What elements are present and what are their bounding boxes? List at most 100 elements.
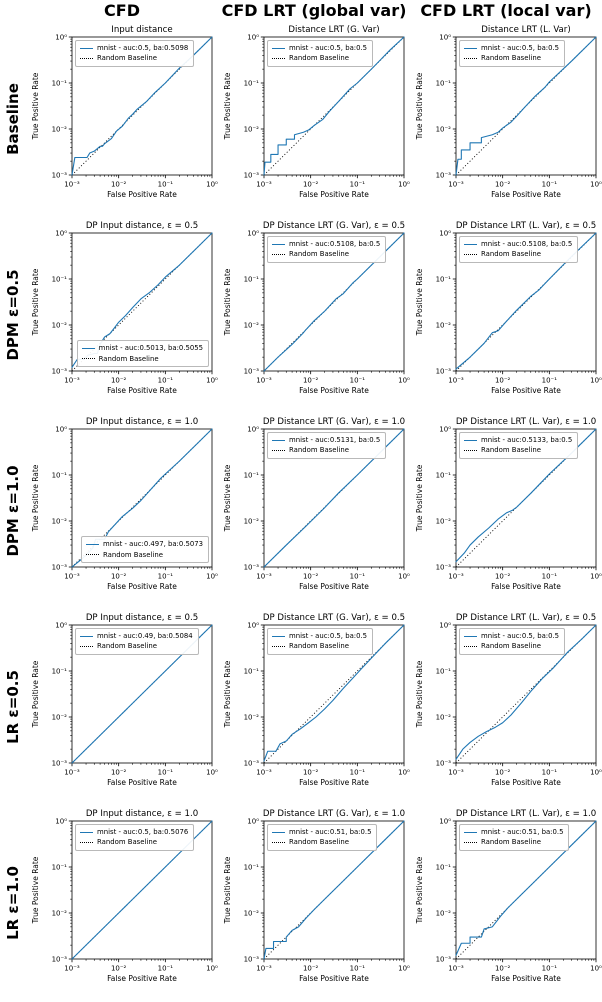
roc-svg: 10⁻³ 10⁻² 10⁻¹ 10⁰ 10⁰ 10⁻¹ 10⁻² 10⁻³ False Posi…	[31, 425, 218, 591]
legend-entry-series: mnist - auc:0.5, ba:0.5076	[80, 827, 188, 837]
x-tick-label: 10⁻¹	[158, 181, 174, 189]
legend-entry-baseline: Random Baseline	[272, 53, 367, 63]
legend: mnist - auc:0.5131, ba:0.5 Random Baselin…	[267, 432, 387, 459]
y-tick-label: 10⁻³	[436, 759, 452, 767]
legend: mnist - auc:0.49, ba:0.5084 Random Baseli…	[75, 628, 199, 655]
legend-series-label: mnist - auc:0.5, ba:0.5098	[97, 44, 189, 52]
legend-baseline-label: Random Baseline	[97, 838, 157, 847]
x-tick-label: 10⁻¹	[542, 573, 558, 581]
y-tick-label: 10⁻²	[436, 713, 452, 721]
plot-title: DP Distance LRT (L. Var), ε = 1.0	[455, 417, 597, 427]
y-tick-label: 10⁻¹	[52, 667, 68, 675]
roc-subplot-r1c2: Distance LRT (G. Var) 10⁻³ 10⁻² 10⁻¹ 10⁰ 10⁰ 1…	[218, 21, 410, 217]
roc-subplot-r2c2: DP Distance LRT (G. Var), ε = 0.5 10⁻³ 10⁻…	[218, 217, 410, 413]
legend-entry-series: mnist - auc:0.49, ba:0.5084	[80, 631, 193, 641]
row-label: LR ε=1.0	[4, 866, 22, 940]
plot-title: DP Input distance, ε = 1.0	[85, 809, 199, 819]
x-tick-label: 10⁰	[590, 769, 602, 777]
plot-title: DP Input distance, ε = 1.0	[85, 417, 199, 427]
y-tick-label: 10⁰	[55, 621, 67, 629]
x-axis-label: False Positive Rate	[491, 974, 561, 983]
y-tick-label: 10⁰	[439, 33, 451, 41]
roc-svg: 10⁻³ 10⁻² 10⁻¹ 10⁰ 10⁰ 10⁻¹ 10⁻² 10⁻³ False Posi…	[415, 621, 602, 787]
y-tick-label: 10⁻²	[244, 713, 260, 721]
series-line-sample	[464, 831, 477, 833]
legend-series-label: mnist - auc:0.5108, ba:0.5	[289, 240, 381, 248]
x-tick-label: 10⁰	[206, 573, 218, 581]
y-tick-label: 10⁻³	[52, 563, 68, 571]
x-tick-label: 10⁻¹	[350, 573, 366, 581]
axes-box	[455, 428, 597, 568]
y-tick-label: 10⁻¹	[436, 471, 452, 479]
plot-title: DP Distance LRT (G. Var), ε = 0.5	[262, 613, 406, 623]
y-axis-label: True Positive Rate	[223, 856, 232, 924]
y-tick-label: 10⁻²	[436, 909, 452, 917]
axes-box	[71, 232, 213, 372]
x-tick-label: 10⁻¹	[542, 769, 558, 777]
y-tick-label: 10⁻¹	[52, 863, 68, 871]
legend-entry-baseline: Random Baseline	[80, 641, 193, 651]
x-tick-label: 10⁻²	[303, 573, 319, 581]
y-tick-label: 10⁻³	[244, 171, 260, 179]
x-axis-label: False Positive Rate	[491, 582, 561, 591]
y-tick-label: 10⁰	[439, 425, 451, 433]
legend-entry-baseline: Random Baseline	[81, 354, 203, 364]
series-line-sample	[81, 347, 95, 349]
x-tick-label: 10⁻³	[64, 769, 80, 777]
x-tick-label: 10⁻³	[256, 769, 272, 777]
y-tick-label: 10⁻²	[52, 517, 68, 525]
baseline-line-sample	[464, 450, 477, 452]
y-tick-label: 10⁻¹	[436, 863, 452, 871]
x-tick-label: 10⁻¹	[350, 181, 366, 189]
y-axis-label: True Positive Rate	[223, 464, 232, 532]
x-tick-label: 10⁻²	[111, 181, 127, 189]
plot-title: DP Input distance, ε = 0.5	[85, 221, 199, 231]
legend-baseline-label: Random Baseline	[481, 446, 541, 455]
y-tick-label: 10⁻¹	[244, 863, 260, 871]
roc-svg: 10⁻³ 10⁻² 10⁻¹ 10⁰ 10⁰ 10⁻¹ 10⁻² 10⁻³ False Posi…	[415, 425, 602, 591]
legend-baseline-label: Random Baseline	[481, 838, 541, 847]
axes-box	[263, 232, 405, 372]
legend-baseline-label: Random Baseline	[289, 446, 349, 455]
roc-subplot-r4c1: DP Input distance, ε = 0.5 10⁻³ 10⁻² 10⁻¹ 10…	[26, 609, 218, 805]
y-tick-label: 10⁻³	[244, 955, 260, 963]
x-axis-label: False Positive Rate	[107, 190, 177, 199]
x-tick-label: 10⁻²	[495, 377, 511, 385]
x-axis-label: False Positive Rate	[107, 974, 177, 983]
x-tick-label: 10⁻²	[495, 181, 511, 189]
legend-series-label: mnist - auc:0.51, ba:0.5	[481, 828, 564, 836]
legend-baseline-label: Random Baseline	[289, 250, 349, 259]
y-tick-label: 10⁻²	[244, 125, 260, 133]
x-tick-label: 10⁻³	[256, 181, 272, 189]
x-tick-label: 10⁻²	[303, 965, 319, 973]
y-tick-label: 10⁻¹	[52, 471, 68, 479]
x-tick-label: 10⁻²	[111, 769, 127, 777]
legend-entry-series: mnist - auc:0.5108, ba:0.5	[464, 239, 572, 249]
x-tick-label: 10⁻¹	[158, 377, 174, 385]
legend-entry-series: mnist - auc:0.5108, ba:0.5	[272, 239, 380, 249]
y-tick-label: 10⁻¹	[244, 79, 260, 87]
axes-box	[71, 36, 213, 176]
legend-entry-baseline: Random Baseline	[464, 641, 559, 651]
series-line-sample	[464, 243, 477, 245]
roc-subplot-r4c3: DP Distance LRT (L. Var), ε = 0.5 10⁻³ 10⁻…	[410, 609, 602, 805]
y-tick-label: 10⁻³	[244, 759, 260, 767]
x-tick-label: 10⁻³	[448, 181, 464, 189]
baseline-line-sample	[272, 450, 285, 452]
x-tick-label: 10⁻²	[111, 573, 127, 581]
y-axis-label: True Positive Rate	[415, 268, 424, 336]
legend: mnist - auc:0.5, ba:0.5 Random Baseline	[267, 628, 374, 655]
x-tick-label: 10⁻¹	[542, 965, 558, 973]
x-tick-label: 10⁻³	[448, 573, 464, 581]
legend-baseline-label: Random Baseline	[97, 642, 157, 651]
x-tick-label: 10⁻³	[64, 377, 80, 385]
legend-series-label: mnist - auc:0.51, ba:0.5	[289, 828, 372, 836]
x-tick-label: 10⁰	[590, 573, 602, 581]
roc-svg: 10⁻³ 10⁻² 10⁻¹ 10⁰ 10⁰ 10⁻¹ 10⁻² 10⁻³ False Posi…	[31, 33, 218, 199]
series-line-sample	[464, 439, 477, 441]
y-axis-label: True Positive Rate	[223, 72, 232, 140]
legend-series-label: mnist - auc:0.5, ba:0.5	[289, 632, 368, 640]
y-tick-label: 10⁻³	[244, 563, 260, 571]
x-tick-label: 10⁻³	[448, 965, 464, 973]
